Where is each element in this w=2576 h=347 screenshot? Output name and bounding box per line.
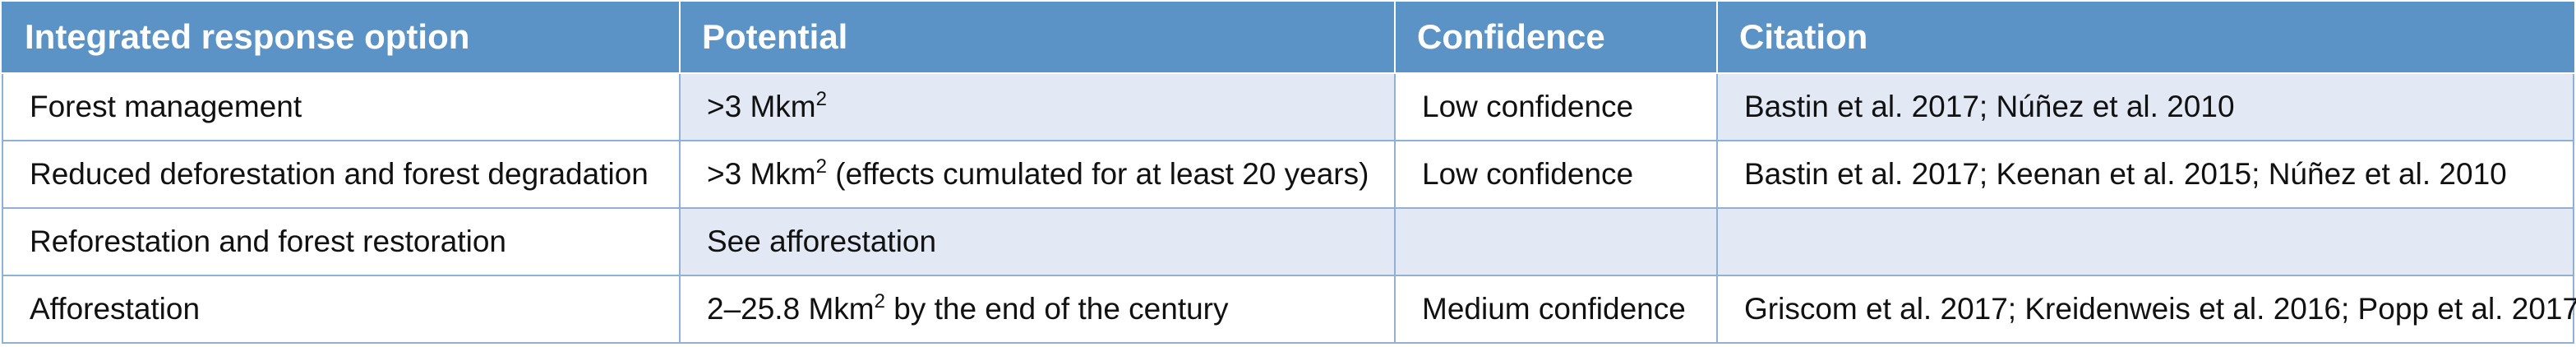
cell-potential: 2–25.8 Mkm2 by the end of the century [679, 275, 1396, 344]
potential-note: (effects cumulated for at least 20 years… [826, 157, 1369, 191]
cell-confidence: Low confidence [1394, 140, 1718, 209]
cell-confidence: Medium confidence [1394, 275, 1718, 344]
cell-citation: Bastin et al. 2017; Keenan et al. 2015; … [1716, 140, 2574, 209]
superscript: 2 [815, 88, 827, 110]
cell-potential: >3 Mkm2 [679, 72, 1396, 141]
header-option: Integrated response option [2, 2, 681, 74]
cell-option: Reforestation and forest restoration [2, 207, 681, 276]
potential-value: >3 Mkm [707, 90, 816, 123]
cell-citation [1716, 207, 2574, 276]
potential-value: 2–25.8 Mkm [707, 292, 875, 326]
header-row: Integrated response option Potential Con… [2, 2, 2574, 74]
superscript: 2 [874, 290, 885, 312]
cell-option: Forest management [2, 72, 681, 141]
header-citation: Citation [1716, 2, 2574, 74]
potential-note: by the end of the century [884, 292, 1229, 326]
cell-option: Reduced deforestation and forest degrada… [2, 140, 681, 209]
potential-value: >3 Mkm [707, 157, 816, 191]
potential-value: See afforestation [707, 224, 937, 258]
cell-citation: Bastin et al. 2017; Núñez et al. 2010 [1716, 72, 2574, 141]
cell-potential: See afforestation [679, 207, 1396, 276]
superscript: 2 [815, 155, 827, 178]
cell-potential: >3 Mkm2 (effects cumulated for at least … [679, 140, 1396, 209]
cell-option: Afforestation [2, 275, 681, 344]
table-row: Reduced deforestation and forest degrada… [2, 140, 2574, 209]
cell-citation: Griscom et al. 2017; Kreidenweis et al. … [1716, 275, 2576, 344]
table-row: Reforestation and forest restoration See… [2, 207, 2574, 276]
cell-confidence: Low confidence [1394, 72, 1718, 141]
cell-confidence [1394, 207, 1718, 276]
table-row: Forest management >3 Mkm2 Low confidence… [2, 72, 2574, 141]
header-potential: Potential [679, 2, 1396, 74]
table-row: Afforestation 2–25.8 Mkm2 by the end of … [2, 275, 2576, 344]
header-confidence: Confidence [1394, 2, 1718, 74]
